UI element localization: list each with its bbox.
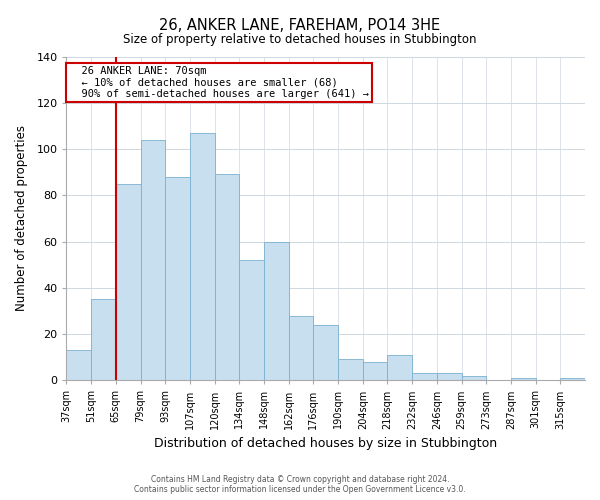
Bar <box>388 355 412 380</box>
Bar <box>461 376 486 380</box>
Bar <box>363 362 388 380</box>
Bar <box>289 316 313 380</box>
Bar <box>264 242 289 380</box>
Bar <box>165 177 190 380</box>
Bar <box>560 378 585 380</box>
Bar <box>511 378 536 380</box>
Bar <box>215 174 239 380</box>
Bar <box>437 374 461 380</box>
Bar <box>313 325 338 380</box>
Bar <box>116 184 140 380</box>
Bar <box>338 360 363 380</box>
Bar <box>67 350 91 380</box>
Bar <box>190 133 215 380</box>
Bar <box>239 260 264 380</box>
Text: 26, ANKER LANE, FAREHAM, PO14 3HE: 26, ANKER LANE, FAREHAM, PO14 3HE <box>160 18 440 32</box>
Text: Contains HM Land Registry data © Crown copyright and database right 2024.
Contai: Contains HM Land Registry data © Crown c… <box>134 474 466 494</box>
Text: 26 ANKER LANE: 70sqm
  ← 10% of detached houses are smaller (68)
  90% of semi-d: 26 ANKER LANE: 70sqm ← 10% of detached h… <box>69 66 369 99</box>
Text: Size of property relative to detached houses in Stubbington: Size of property relative to detached ho… <box>123 32 477 46</box>
Y-axis label: Number of detached properties: Number of detached properties <box>15 126 28 312</box>
Bar <box>412 374 437 380</box>
Bar <box>91 300 116 380</box>
X-axis label: Distribution of detached houses by size in Stubbington: Distribution of detached houses by size … <box>154 437 497 450</box>
Bar <box>140 140 165 380</box>
